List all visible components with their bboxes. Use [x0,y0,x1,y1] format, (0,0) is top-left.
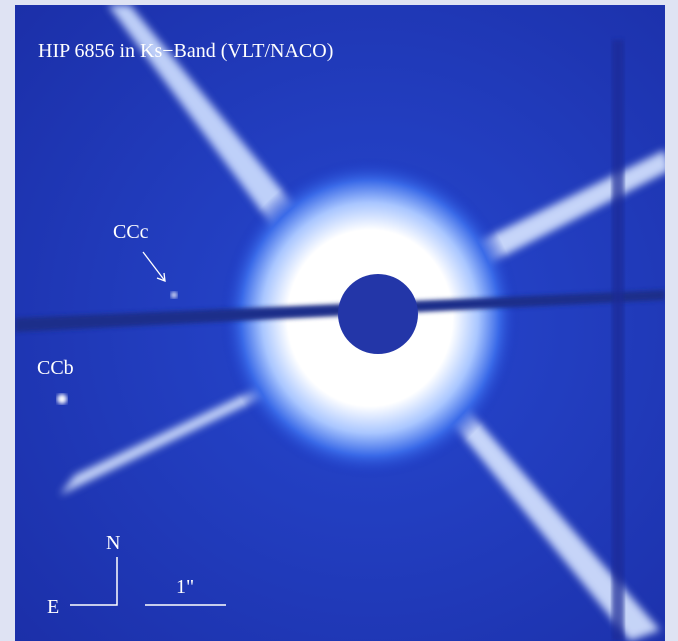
ccb-source [57,394,67,404]
compass-north: N [106,532,120,554]
screenshot: HIP 6856 in Ks−Band (VLT/NACO) CCc CCb N… [0,0,678,641]
compass-east: E [47,596,59,618]
ccc-label: CCc [113,221,149,243]
detector-stripe [612,40,624,641]
coronagraph-mask [338,274,418,354]
ccc-source [171,292,177,298]
image-title: HIP 6856 in Ks−Band (VLT/NACO) [38,40,333,62]
ccb-label: CCb [37,357,74,379]
scale-label: 1" [176,576,194,598]
